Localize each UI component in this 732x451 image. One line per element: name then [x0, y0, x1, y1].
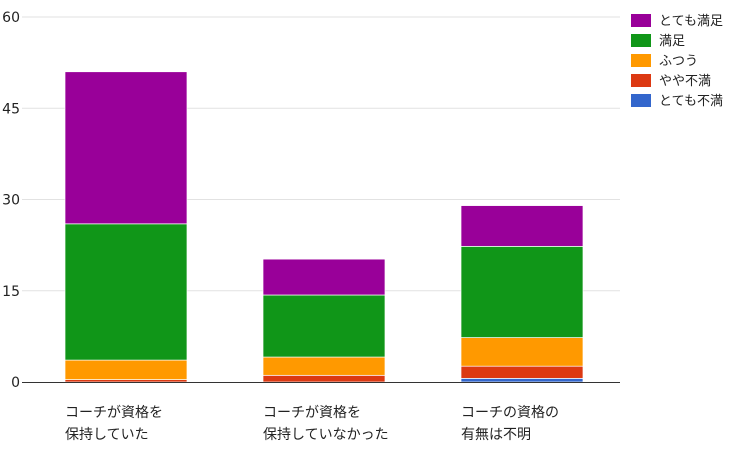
- bars: [64, 71, 584, 383]
- bar-segment: [262, 294, 386, 358]
- bar-segment: [64, 359, 188, 380]
- bar-segment: [460, 365, 584, 379]
- legend-label: ふつう: [659, 54, 698, 69]
- legend-label: とても不満: [659, 94, 723, 109]
- legend-label: やや不満: [659, 74, 711, 89]
- bar-segment: [262, 258, 386, 296]
- category-label: 保持していた: [65, 427, 149, 443]
- legend-label: とても満足: [659, 14, 723, 29]
- y-tick-label: 60: [2, 10, 20, 26]
- category-label: 保持していなかった: [263, 427, 389, 443]
- category-label: コーチが資格を: [263, 405, 361, 421]
- y-tick-label: 0: [11, 375, 20, 391]
- x-axis: コーチが資格を保持していたコーチが資格を保持していなかったコーチの資格の有無は不…: [22, 382, 620, 443]
- legend-swatch: [631, 54, 651, 67]
- legend-swatch: [631, 34, 651, 47]
- bar-segment: [460, 245, 584, 338]
- bar-segment: [262, 356, 386, 376]
- category-label: 有無は不明: [461, 427, 531, 443]
- category-label: コーチの資格の: [461, 405, 559, 421]
- y-tick-label: 15: [2, 284, 20, 300]
- bar-segment: [64, 223, 188, 361]
- bar-segment: [64, 71, 188, 225]
- bar-segment: [460, 378, 584, 383]
- bar-segment: [262, 374, 386, 383]
- y-axis: 0 15 30 45 60: [2, 10, 20, 391]
- bar-segment: [460, 205, 584, 247]
- bar-segment: [64, 379, 188, 383]
- bar-segment: [460, 337, 584, 367]
- legend-swatch: [631, 14, 651, 27]
- legend-swatch: [631, 74, 651, 87]
- legend-swatch: [631, 94, 651, 107]
- legend-label: 満足: [659, 34, 685, 49]
- y-tick-label: 30: [2, 193, 20, 209]
- y-tick-label: 45: [2, 101, 20, 117]
- category-label: コーチが資格を: [65, 405, 163, 421]
